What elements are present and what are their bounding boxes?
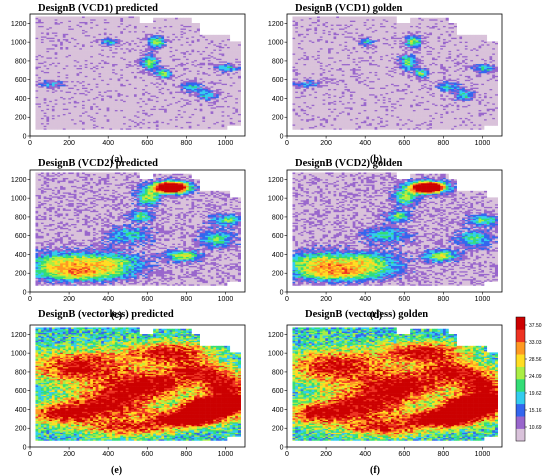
heatmap-cell [181, 18, 184, 20]
heatmap-cell [74, 16, 77, 18]
heatmap-cell [63, 16, 66, 18]
heatmap-cell [159, 18, 162, 20]
heatmap-cell [87, 16, 90, 18]
heatmap-cell [79, 16, 82, 18]
heatmap-cell [77, 16, 80, 18]
heatmap-cells [35, 16, 241, 129]
heatmap-cell [167, 18, 170, 20]
heatmap-cell [112, 16, 115, 18]
heatmap-cell [52, 16, 55, 18]
heatmap-cell [131, 16, 134, 18]
heatmap-cell [150, 23, 153, 25]
heatmap-cell [161, 18, 164, 20]
heatmap-cell [107, 16, 110, 18]
heatmap-cell [175, 18, 178, 20]
heatmap-cell [85, 16, 88, 18]
heatmap-cell [98, 16, 101, 18]
heatmap-cell [38, 16, 41, 18]
heatmap-cell [55, 16, 58, 18]
heatmap-cell [139, 23, 142, 25]
heatmap-cell [115, 16, 118, 18]
heatmap-cell [68, 16, 71, 18]
heatmap-cell [178, 18, 181, 20]
heatmap-cell [120, 16, 123, 18]
heatmap-cell [145, 23, 148, 25]
heatmap-cell [60, 16, 63, 18]
heatmap-cell [183, 18, 186, 20]
heatmap-cell [142, 23, 145, 25]
heatmap-cell [170, 18, 173, 20]
heatmap-cell [35, 16, 38, 18]
heatmap-cell [57, 16, 60, 18]
heatmap-cell [153, 18, 156, 20]
heatmap-cell [191, 23, 194, 25]
heatmap-cell [101, 16, 104, 18]
heatmap-cell [118, 16, 121, 18]
heatmap-cell [137, 16, 140, 18]
heatmap-cell [148, 23, 151, 25]
heatmap-cell [129, 16, 132, 18]
heatmap-cell [93, 16, 96, 18]
heatmap-cell [134, 16, 137, 18]
heatmap-cell [104, 16, 107, 18]
heatmap-cell [41, 16, 44, 18]
heatmap-cell [109, 16, 112, 18]
heatmap-cell [123, 16, 126, 18]
heatmap-cell [126, 16, 129, 18]
heatmap-cell [44, 16, 47, 18]
heatmap-cell [172, 18, 175, 20]
heatmap-cell [164, 18, 167, 20]
heatmap-cell [189, 18, 192, 20]
heatmap-cell [66, 16, 69, 18]
heatmap-cell [96, 16, 99, 18]
heatmap-cell [82, 16, 85, 18]
heatmap-cell [90, 16, 93, 18]
heatmap-cell [46, 16, 49, 18]
heatmap-cell [156, 18, 159, 20]
heatmap-cell [49, 16, 52, 18]
heatmap-cell [186, 18, 189, 20]
heatmap-cell [71, 16, 74, 18]
